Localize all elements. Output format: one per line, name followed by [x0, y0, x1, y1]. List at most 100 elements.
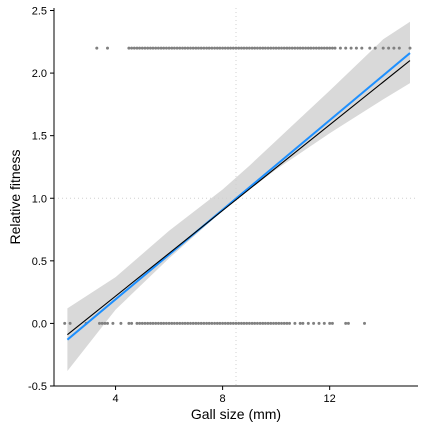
data-point-top — [210, 46, 214, 50]
data-point-top — [205, 46, 209, 50]
data-point-bottom — [148, 321, 152, 325]
data-point-bottom — [199, 321, 203, 325]
data-point-top — [312, 46, 316, 50]
data-point-bottom — [280, 321, 283, 325]
data-point-top — [140, 46, 144, 50]
data-point-top — [245, 46, 249, 50]
data-point-top — [397, 46, 401, 50]
data-point-bottom — [298, 321, 302, 325]
data-point-top — [301, 46, 305, 50]
data-point-bottom — [231, 321, 235, 325]
x-tick-label: 12 — [324, 393, 336, 405]
data-point-bottom — [210, 321, 214, 325]
data-point-bottom — [258, 321, 262, 325]
data-point-top — [253, 46, 257, 50]
data-point-top — [215, 46, 219, 50]
data-point-top — [213, 46, 217, 50]
data-point-top — [314, 46, 318, 50]
data-point-top — [272, 46, 275, 50]
data-point-bottom — [183, 321, 187, 325]
data-point-bottom — [154, 321, 158, 325]
data-point-bottom — [282, 321, 286, 325]
data-point-bottom — [223, 321, 227, 325]
data-point-top — [181, 46, 184, 50]
data-points-layer — [63, 46, 412, 325]
data-point-bottom — [194, 321, 198, 325]
data-point-bottom — [98, 321, 101, 325]
x-tick-label: 4 — [112, 393, 118, 405]
reference-lines-layer — [54, 8, 418, 386]
fit-lines-layer — [66, 52, 411, 341]
data-point-top — [309, 46, 313, 50]
data-point-bottom — [170, 321, 174, 325]
data-point-bottom — [239, 321, 243, 325]
data-point-top — [333, 46, 337, 50]
data-point-top — [159, 46, 163, 50]
data-point-top — [135, 46, 139, 50]
data-point-bottom — [237, 321, 241, 325]
data-point-bottom — [138, 321, 142, 325]
data-point-bottom — [63, 321, 67, 325]
data-point-top — [266, 46, 270, 50]
data-point-bottom — [215, 321, 219, 325]
data-point-top — [175, 46, 179, 50]
data-point-bottom — [156, 321, 160, 325]
data-point-bottom — [172, 321, 176, 325]
data-point-top — [277, 46, 281, 50]
data-point-top — [360, 46, 364, 50]
data-point-bottom — [317, 321, 321, 325]
data-point-bottom — [234, 321, 238, 325]
data-point-bottom — [363, 321, 366, 325]
data-point-bottom — [197, 321, 200, 325]
data-point-bottom — [229, 321, 233, 325]
data-point-bottom — [140, 321, 144, 325]
data-point-top — [138, 46, 142, 50]
data-point-top — [156, 46, 160, 50]
ticks-layer: -0.5 0.0 0.5 1.0 1.5 2.0 2.5 4 8 12 — [28, 6, 336, 405]
data-point-bottom — [106, 321, 109, 325]
data-point-top — [164, 46, 168, 50]
data-point-bottom — [272, 321, 275, 325]
data-point-top — [354, 46, 358, 50]
data-point-top — [218, 46, 222, 50]
data-point-top — [261, 46, 265, 50]
data-point-bottom — [186, 321, 190, 325]
y-tick-label: 1.0 — [32, 193, 47, 205]
data-point-top — [242, 46, 246, 50]
data-point-top — [197, 46, 200, 50]
data-point-bottom — [207, 321, 211, 325]
data-point-top — [255, 46, 259, 50]
data-point-top — [317, 46, 321, 50]
data-point-top — [288, 46, 291, 50]
data-point-top — [132, 46, 136, 50]
data-point-top — [250, 46, 254, 50]
data-point-top — [368, 46, 372, 50]
data-point-top — [298, 46, 302, 50]
data-point-bottom — [293, 321, 297, 325]
data-point-bottom — [146, 321, 150, 325]
data-point-bottom — [143, 321, 147, 325]
data-point-top — [282, 46, 286, 50]
data-point-top — [127, 46, 131, 50]
fit-line-blue — [66, 52, 411, 341]
y-tick-label: 2.5 — [32, 6, 47, 18]
data-point-bottom — [330, 321, 334, 325]
data-point-top — [178, 46, 182, 50]
data-point-top — [280, 46, 283, 50]
data-point-bottom — [253, 321, 257, 325]
data-point-top — [226, 46, 230, 50]
data-point-bottom — [245, 321, 249, 325]
data-point-top — [106, 46, 109, 50]
data-point-bottom — [261, 321, 265, 325]
data-point-top — [191, 46, 195, 50]
data-point-top — [373, 46, 377, 50]
data-point-top — [234, 46, 238, 50]
data-point-top — [274, 46, 278, 50]
data-point-top — [148, 46, 152, 50]
data-point-top — [202, 46, 206, 50]
data-point-bottom — [312, 321, 316, 325]
data-point-bottom — [175, 321, 179, 325]
data-point-top — [296, 46, 300, 50]
data-point-bottom — [285, 321, 289, 325]
